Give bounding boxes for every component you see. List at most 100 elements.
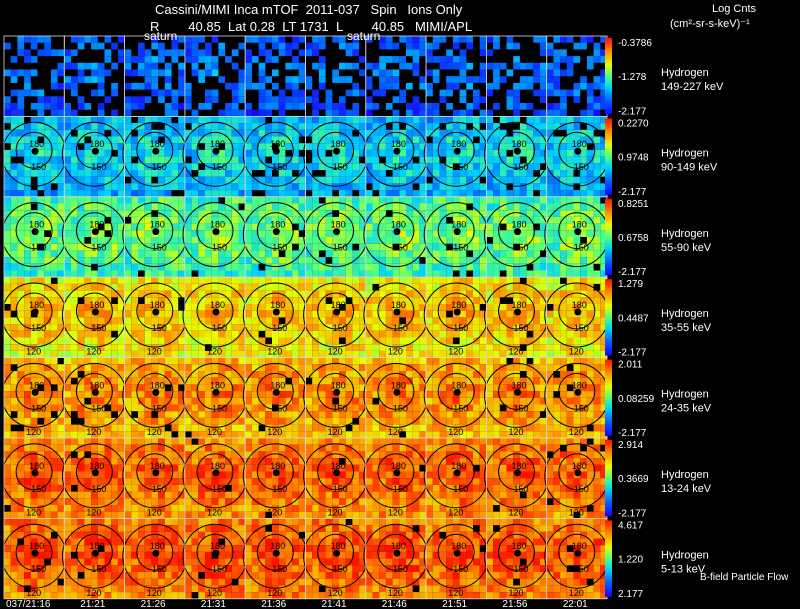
colorbar-6 xyxy=(605,520,612,597)
svg-text:120: 120 xyxy=(569,347,584,357)
svg-text:180: 180 xyxy=(331,380,346,390)
panel-r1-c2: 180 150 xyxy=(122,116,188,198)
panel-r1-c1: 180 150 xyxy=(61,116,127,198)
svg-text:150: 150 xyxy=(31,162,46,172)
svg-text:150: 150 xyxy=(91,323,106,333)
panel-r1-c8: 180 150 xyxy=(484,116,549,198)
panel-r2-c5: 180 150 xyxy=(303,196,369,278)
svg-text:150: 150 xyxy=(514,162,529,172)
time-label-4: 21:36 xyxy=(261,599,286,609)
svg-text:120: 120 xyxy=(207,427,222,437)
colorbar-max-3: 1.279 xyxy=(618,279,643,290)
panel-r2-c4: 180 150 xyxy=(242,196,308,278)
colorbar-min-1: -2.177 xyxy=(618,187,647,198)
svg-text:180: 180 xyxy=(451,220,466,230)
panel-r0-c0 xyxy=(3,35,65,117)
svg-text:150: 150 xyxy=(333,243,348,253)
panel-r4-c8: 180 150 120 xyxy=(484,357,549,439)
panel-r3-c4: 180 150 120 xyxy=(242,276,308,359)
svg-text:150: 150 xyxy=(514,243,529,253)
colorbar-3 xyxy=(605,279,612,356)
svg-text:180: 180 xyxy=(210,380,225,390)
row-energy-1: 90-149 keV xyxy=(661,161,718,173)
time-label-1: 21:21 xyxy=(80,599,105,609)
panel-r2-c0: 180 150 xyxy=(1,196,67,278)
panel-r3-c5: 180 150 120 xyxy=(303,276,369,359)
svg-text:150: 150 xyxy=(453,323,468,333)
colorbar-min-4: -2.177 xyxy=(618,428,647,439)
svg-text:150: 150 xyxy=(333,403,348,413)
svg-text:150: 150 xyxy=(393,323,408,333)
svg-text:150: 150 xyxy=(152,403,167,413)
time-label-0: 037/21:16 xyxy=(6,599,51,609)
svg-text:150: 150 xyxy=(393,243,408,253)
svg-text:180: 180 xyxy=(391,380,406,390)
svg-text:150: 150 xyxy=(272,403,287,413)
panel-r0-c6 xyxy=(365,35,427,117)
svg-text:120: 120 xyxy=(388,427,403,437)
svg-text:120: 120 xyxy=(509,347,524,357)
svg-text:150: 150 xyxy=(212,323,227,333)
svg-text:180: 180 xyxy=(391,300,406,310)
panel-r2-c7: 180 150 xyxy=(423,196,489,278)
colorbar-mid-5: 0.3669 xyxy=(618,474,649,485)
colorbar-max-0: -0.3786 xyxy=(618,38,652,49)
panel-r0-c1 xyxy=(63,35,126,117)
svg-text:150: 150 xyxy=(272,323,287,333)
colorbar-min-5: -2.177 xyxy=(618,508,647,519)
row-energy-5: 13-24 keV xyxy=(661,483,712,495)
row-energy-2: 55-90 keV xyxy=(661,242,712,254)
panel-r0-c5 xyxy=(305,35,367,117)
svg-text:180: 180 xyxy=(391,139,406,149)
svg-text:120: 120 xyxy=(509,427,524,437)
colorbar-mid-1: 0.9748 xyxy=(618,153,649,164)
colorbar-min-6: 2.177 xyxy=(618,589,643,600)
panel-r1-c4: 180 150 xyxy=(242,116,308,198)
svg-text:150: 150 xyxy=(31,243,46,253)
svg-text:120: 120 xyxy=(328,427,343,437)
svg-text:180: 180 xyxy=(512,380,527,390)
svg-text:120: 120 xyxy=(86,427,101,437)
colorbar-max-2: 0.8251 xyxy=(618,199,649,210)
panel-r1-c3: 180 150 xyxy=(182,116,248,198)
svg-text:120: 120 xyxy=(267,427,282,437)
panel-r3-c0: 180 150 120 xyxy=(1,276,67,359)
svg-text:180: 180 xyxy=(210,300,225,310)
row-species-6: Hydrogen xyxy=(661,549,709,561)
svg-text:180: 180 xyxy=(451,139,466,149)
units-label-2: (cm²-sr-s-keV)⁻¹ xyxy=(670,18,750,30)
row-energy-3: 35-55 keV xyxy=(661,322,712,334)
svg-text:180: 180 xyxy=(331,139,346,149)
panel-r0-c9 xyxy=(546,35,608,117)
svg-text:150: 150 xyxy=(152,162,167,172)
svg-text:180: 180 xyxy=(89,139,104,149)
panel-r3-c7: 180 150 120 xyxy=(423,276,489,359)
panel-r4-c2: 180 150 120 xyxy=(122,357,188,439)
colorbar-mid-4: 0.08259 xyxy=(618,394,655,405)
svg-text:180: 180 xyxy=(270,220,285,230)
time-label-6: 21:46 xyxy=(382,599,407,609)
svg-text:120: 120 xyxy=(207,347,222,357)
svg-text:180: 180 xyxy=(331,220,346,230)
svg-text:120: 120 xyxy=(26,427,41,437)
svg-text:180: 180 xyxy=(270,380,285,390)
svg-text:150: 150 xyxy=(91,162,106,172)
svg-text:150: 150 xyxy=(212,162,227,172)
svg-text:180: 180 xyxy=(210,139,225,149)
svg-text:150: 150 xyxy=(91,243,106,253)
svg-text:180: 180 xyxy=(512,300,527,310)
panel-r2-c6: 180 150 xyxy=(363,196,429,278)
panel-r1-c9: 180 150 xyxy=(544,116,610,198)
colorbar-mid-6: 1.220 xyxy=(618,555,643,566)
svg-text:180: 180 xyxy=(451,380,466,390)
row-energy-6: 5-13 keV xyxy=(661,563,706,575)
units-label: Log Cnts xyxy=(712,3,757,15)
svg-text:180: 180 xyxy=(150,300,165,310)
panel-r0-c7 xyxy=(425,35,487,117)
svg-text:180: 180 xyxy=(29,300,44,310)
svg-text:120: 120 xyxy=(26,347,41,357)
